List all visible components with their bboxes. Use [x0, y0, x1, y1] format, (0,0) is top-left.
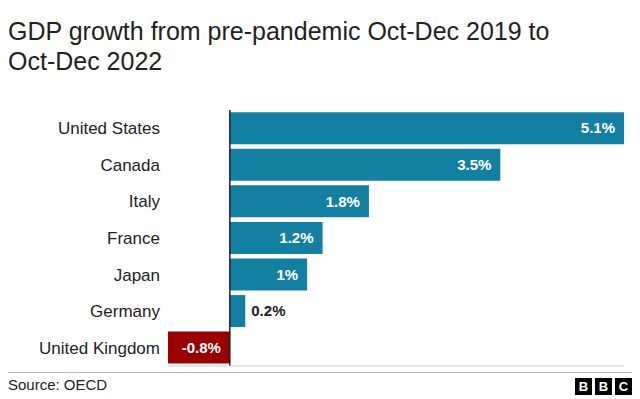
svg-text:1.8%: 1.8%: [326, 193, 360, 210]
svg-text:United States: United States: [58, 119, 160, 138]
html-text:GDP growth from pre-pandemic O: GDP growth from pre-pandemic Oct-Dec 201…: [8, 17, 550, 75]
svg-text:Japan: Japan: [114, 266, 160, 285]
svg-text:Germany: Germany: [90, 302, 160, 321]
svg-text:United Kingdom: United Kingdom: [39, 339, 160, 358]
svg-text:Italy: Italy: [129, 192, 161, 211]
html-text:Source: OECD: Source: OECD: [8, 376, 108, 393]
html-text:B: B: [578, 379, 589, 394]
svg-text:France: France: [107, 229, 160, 248]
svg-text:3.5%: 3.5%: [457, 156, 491, 173]
svg-text:Canada: Canada: [100, 156, 160, 175]
svg-text:-0.8%: -0.8%: [182, 339, 221, 356]
svg-text:5.1%: 5.1%: [581, 119, 615, 136]
svg-text:0.2%: 0.2%: [251, 302, 285, 319]
html-text:C: C: [618, 379, 629, 394]
svg-text:1%: 1%: [276, 266, 298, 283]
html-text:B: B: [598, 379, 609, 394]
svg-text:1.2%: 1.2%: [279, 229, 313, 246]
